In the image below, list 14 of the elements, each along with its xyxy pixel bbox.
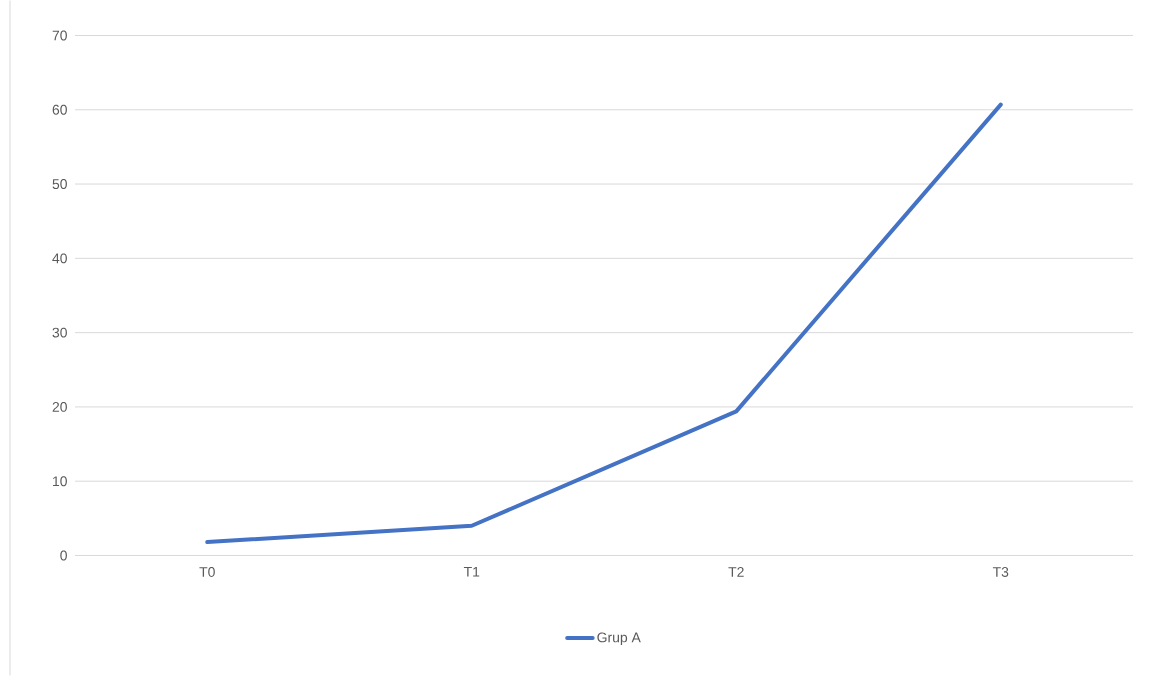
x-tick-label: T2 bbox=[728, 566, 744, 577]
y-tick-label: 10 bbox=[53, 476, 67, 487]
y-tick-label: 40 bbox=[52, 253, 67, 264]
x-tick-label: T1 bbox=[463, 567, 480, 577]
y-tick-label: 50 bbox=[52, 179, 67, 189]
y-tick-label: 0 bbox=[60, 550, 67, 561]
line-series bbox=[205, 102, 1003, 545]
x-tick-label: T0 bbox=[199, 566, 215, 577]
x-tick-label: T3 bbox=[992, 566, 1009, 577]
y-tick-label: 30 bbox=[52, 327, 67, 338]
y-tick-label: 60 bbox=[52, 104, 67, 115]
y-tick-label: 70 bbox=[52, 30, 67, 41]
legend-label: Grup A bbox=[597, 632, 641, 646]
y-tick-label: 20 bbox=[52, 401, 67, 412]
